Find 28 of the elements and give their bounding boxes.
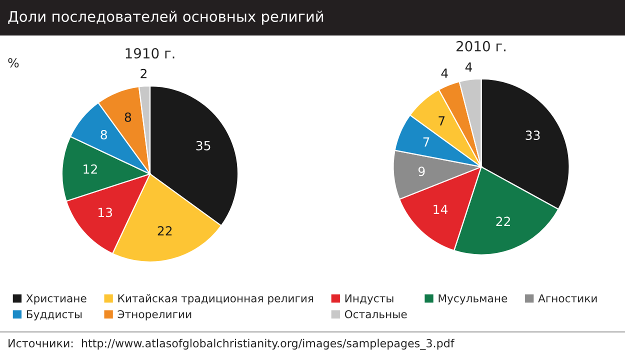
data-label: 7 bbox=[438, 116, 445, 126]
text: % bbox=[8, 58, 19, 68]
data-label: 7 bbox=[423, 137, 430, 147]
legend-label: Агностики bbox=[538, 294, 597, 302]
chart-subtitle: 2010 г. bbox=[456, 40, 506, 52]
chart-title: Доли последователей основных религий bbox=[8, 10, 324, 25]
data-label: 22 bbox=[496, 216, 510, 226]
data-label: 9 bbox=[418, 166, 425, 176]
legend-label: Остальные bbox=[344, 310, 407, 318]
legend-label: Мусульмане bbox=[438, 294, 508, 304]
data-label: 8 bbox=[124, 112, 132, 122]
data-label: 33 bbox=[526, 130, 540, 140]
data-label: 4 bbox=[441, 68, 448, 78]
legend-label: Индусты bbox=[345, 294, 394, 304]
data-label: 4 bbox=[465, 62, 472, 72]
data-label: 12 bbox=[84, 164, 97, 174]
text: Источники: http://www.atlasofglobalchristianity.org/images/samplepages_3.pdf bbox=[8, 338, 455, 350]
data-label: 35 bbox=[196, 140, 210, 150]
data-label: 13 bbox=[98, 208, 112, 218]
chart-subtitle: 1910 г. bbox=[126, 48, 174, 59]
legend-label: Этнорелигии bbox=[118, 310, 192, 320]
data-label: 14 bbox=[434, 204, 448, 214]
legend-label: Христиане bbox=[26, 294, 86, 304]
data-label: 22 bbox=[158, 226, 172, 236]
legend-label: Китайская традиционная религия bbox=[118, 294, 314, 304]
legend-label: Буддисты bbox=[26, 310, 82, 320]
data-label: 8 bbox=[100, 130, 107, 140]
data-label: 2 bbox=[140, 68, 146, 78]
